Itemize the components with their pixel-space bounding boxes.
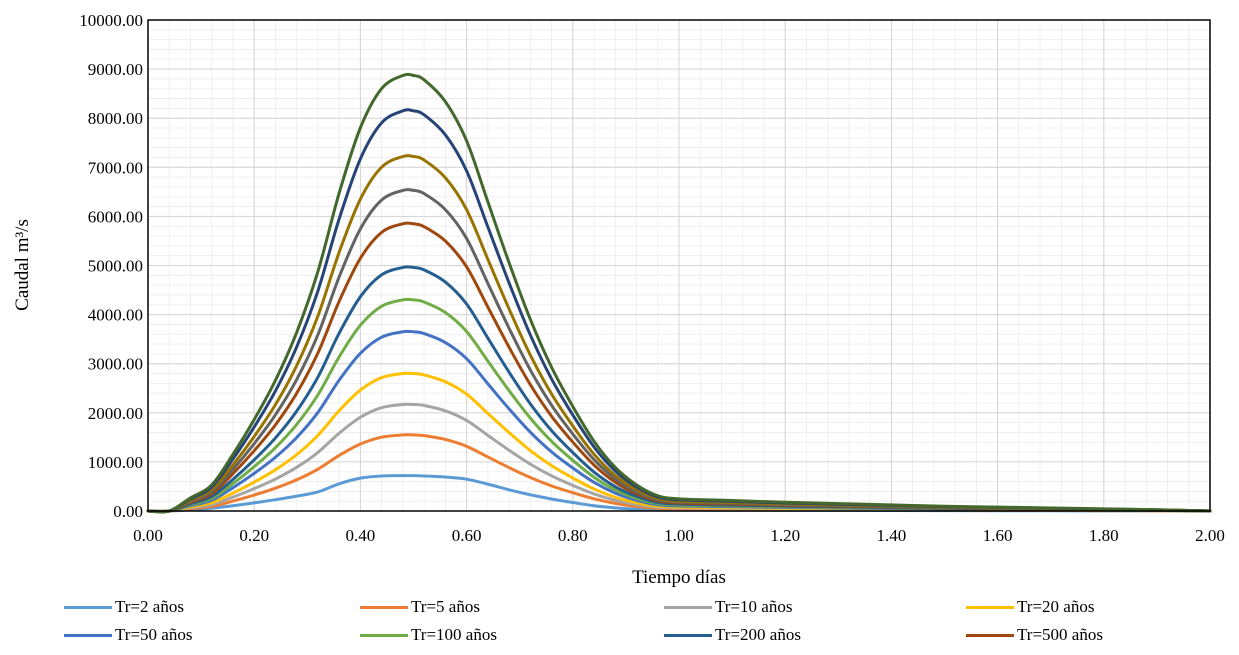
x-tick-label: 1.00 bbox=[664, 526, 694, 545]
legend-item: Tr=100 años bbox=[360, 622, 497, 648]
legend-swatch bbox=[64, 606, 112, 609]
x-tick-label: 1.40 bbox=[877, 526, 907, 545]
legend-swatch bbox=[664, 634, 712, 637]
legend-label: Tr=5 años bbox=[411, 597, 480, 617]
y-tick-label: 7000.00 bbox=[88, 158, 143, 177]
y-axis-title: Caudal m³/s bbox=[12, 219, 33, 311]
legend-label: Tr=500 años bbox=[1017, 625, 1103, 645]
legend-item: Tr=50 años bbox=[64, 622, 192, 648]
x-tick-label: 1.60 bbox=[983, 526, 1013, 545]
x-axis-title: Tiempo días bbox=[632, 567, 726, 588]
y-tick-label: 1000.00 bbox=[88, 453, 143, 472]
y-tick-label: 6000.00 bbox=[88, 207, 143, 226]
x-tick-label: 1.20 bbox=[770, 526, 800, 545]
legend-swatch bbox=[966, 606, 1014, 609]
y-tick-labels: 0.00 1000.00 2000.00 3000.00 4000.00 5000.00 6… bbox=[79, 11, 143, 521]
y-tick-label: 2000.00 bbox=[88, 404, 143, 423]
legend-swatch bbox=[360, 606, 408, 609]
legend-label: Tr=50 años bbox=[115, 625, 192, 645]
hydrograph-chart: 0.00 1000.00 2000.00 3000.00 4000.00 5000.00 6… bbox=[0, 0, 1239, 595]
x-tick-label: 2.00 bbox=[1195, 526, 1225, 545]
legend-label: Tr=200 años bbox=[715, 625, 801, 645]
legend-swatch bbox=[64, 634, 112, 637]
legend-item: Tr=2 años bbox=[64, 594, 184, 620]
legend-item: Tr=10 años bbox=[664, 594, 792, 620]
y-tick-label: 4000.00 bbox=[88, 306, 143, 325]
legend-swatch bbox=[966, 634, 1014, 637]
x-tick-label: 1.80 bbox=[1089, 526, 1119, 545]
legend-label: Tr=100 años bbox=[411, 625, 497, 645]
x-tick-label: 0.80 bbox=[558, 526, 588, 545]
x-tick-label: 0.40 bbox=[346, 526, 376, 545]
legend-label: Tr=20 años bbox=[1017, 597, 1094, 617]
x-tick-label: 0.20 bbox=[239, 526, 269, 545]
y-tick-label: 10000.00 bbox=[79, 11, 143, 30]
legend-item: Tr=200 años bbox=[664, 622, 801, 648]
legend-label: Tr=10 años bbox=[715, 597, 792, 617]
x-tick-label: 0.00 bbox=[133, 526, 163, 545]
legend-swatch bbox=[664, 606, 712, 609]
y-tick-label: 5000.00 bbox=[88, 257, 143, 276]
y-tick-label: 3000.00 bbox=[88, 355, 143, 374]
legend-item: Tr=5 años bbox=[360, 594, 480, 620]
x-tick-labels: 0.00 0.20 0.40 0.60 0.80 1.00 1.20 1.40 1.60 1.80… bbox=[133, 526, 1225, 545]
legend-label: Tr=2 años bbox=[115, 597, 184, 617]
y-tick-label: 0.00 bbox=[113, 502, 143, 521]
legend-item: Tr=20 años bbox=[966, 594, 1094, 620]
x-tick-label: 0.60 bbox=[452, 526, 482, 545]
y-tick-label: 9000.00 bbox=[88, 60, 143, 79]
legend-swatch bbox=[360, 634, 408, 637]
y-tick-label: 8000.00 bbox=[88, 109, 143, 128]
legend: Tr=2 años Tr=5 años Tr=10 años Tr=20 años Tr… bbox=[0, 592, 1239, 655]
legend-item: Tr=500 años bbox=[966, 622, 1103, 648]
